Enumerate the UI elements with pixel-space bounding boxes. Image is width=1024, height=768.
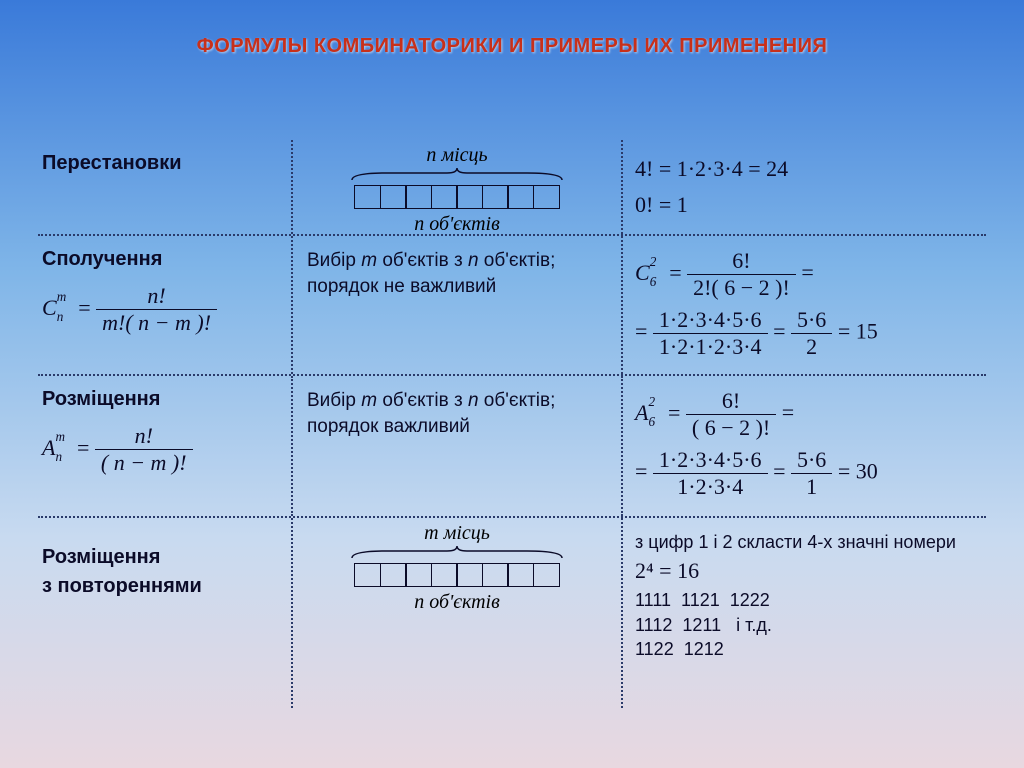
brace-icon <box>347 545 567 559</box>
formula-table: Перестановки n місць n об'єктів 4! = 1·2… <box>38 140 986 738</box>
arrrep-top-label: m місць <box>307 522 607 545</box>
arrrep-name-2: з повтореннями <box>42 575 283 598</box>
arrrep-list-1: 1111 1121 1222 <box>635 588 978 612</box>
arrrep-list-3: 1122 1212 <box>635 637 978 661</box>
perm-example-1: 4! = 1·2·3·4 = 24 <box>635 156 978 182</box>
arr-example-1: A26 = 6!( 6 − 2 )! = <box>635 388 978 441</box>
arrrep-boxes <box>307 563 607 587</box>
arr-desc: Вибір m об'єктів з n об'єктів; порядок в… <box>307 388 607 439</box>
row-arrangements-repetition: Розміщення з повтореннями m місць n об'є… <box>38 518 986 708</box>
comb-example-1: C26 = 6!2!( 6 − 2 )! = <box>635 248 978 301</box>
perm-example-2: 0! = 1 <box>635 192 978 218</box>
perm-bot-label: n об'єктів <box>307 213 607 236</box>
comb-desc: Вибір m об'єктів з n об'єктів; порядок н… <box>307 248 607 299</box>
arrrep-list-2: 1112 1211 і т.д. <box>635 613 978 637</box>
comb-name: Сполучення <box>42 248 283 271</box>
arr-example-2: = 1·2·3·4·5·61·2·3·4 = 5·61 = 30 <box>635 447 978 500</box>
perm-top-label: n місць <box>307 144 607 167</box>
page-title: ФОРМУЛЫ КОМБИНАТОРИКИ И ПРИМЕРЫ ИХ ПРИМЕ… <box>0 0 1024 58</box>
perm-boxes <box>307 185 607 209</box>
arrrep-name-1: Розміщення <box>42 546 283 569</box>
perm-name: Перестановки <box>42 152 283 175</box>
row-arrangements: Розміщення Amn = n!( n − m )! Вибір m об… <box>38 376 986 518</box>
arrrep-bot-label: n об'єктів <box>307 591 607 614</box>
brace-icon <box>347 167 567 181</box>
comb-example-2: = 1·2·3·4·5·61·2·1·2·3·4 = 5·62 = 15 <box>635 307 978 360</box>
arrrep-formula: 2⁴ = 16 <box>635 558 978 584</box>
arrrep-text: з цифр 1 і 2 скласти 4-х значні номери <box>635 530 978 554</box>
row-combinations: Сполучення Cmn = n!m!( n − m )! Вибір m … <box>38 236 986 376</box>
arr-name: Розміщення <box>42 388 283 411</box>
row-permutations: Перестановки n місць n об'єктів 4! = 1·2… <box>38 140 986 236</box>
